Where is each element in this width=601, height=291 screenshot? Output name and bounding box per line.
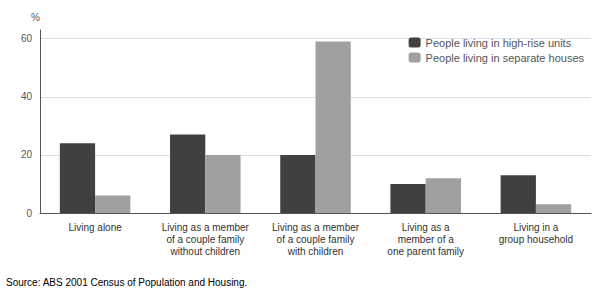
svg-text:Living as a member: Living as a member bbox=[272, 222, 360, 233]
svg-text:40: 40 bbox=[21, 91, 33, 102]
svg-text:with children: with children bbox=[287, 246, 344, 257]
svg-text:%: % bbox=[31, 12, 40, 23]
svg-text:0: 0 bbox=[26, 208, 32, 219]
svg-text:group household: group household bbox=[499, 234, 574, 245]
svg-text:without children: without children bbox=[170, 246, 240, 257]
svg-text:Living as a: Living as a bbox=[402, 222, 450, 233]
svg-text:Living as a member: Living as a member bbox=[162, 222, 250, 233]
svg-text:People living in high-rise uni: People living in high-rise units bbox=[426, 37, 572, 49]
svg-text:one parent family: one parent family bbox=[387, 246, 464, 257]
svg-text:Living in a: Living in a bbox=[513, 222, 558, 233]
svg-text:Living alone: Living alone bbox=[68, 222, 122, 233]
svg-text:People living in separate hous: People living in separate houses bbox=[426, 52, 585, 64]
svg-text:60: 60 bbox=[21, 33, 33, 44]
svg-text:of a couple family: of a couple family bbox=[277, 234, 355, 245]
svg-text:Source: ABS 2001 Census of Pop: Source: ABS 2001 Census of Population an… bbox=[6, 277, 247, 288]
svg-text:member of a: member of a bbox=[398, 234, 455, 245]
svg-text:of a couple family: of a couple family bbox=[166, 234, 244, 245]
svg-text:20: 20 bbox=[21, 149, 33, 160]
